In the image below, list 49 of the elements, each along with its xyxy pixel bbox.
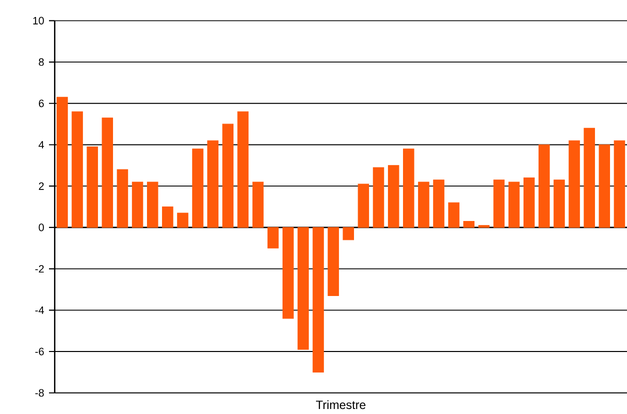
bar — [358, 184, 370, 228]
bar — [192, 148, 204, 228]
bar — [598, 144, 610, 228]
bar — [162, 206, 174, 228]
bar — [554, 180, 565, 228]
x-axis-title: Trimestre — [316, 400, 366, 409]
bar — [433, 180, 444, 228]
bar — [463, 220, 474, 228]
y-tick-label: 0 — [38, 224, 44, 232]
y-tick-label: 6 — [38, 100, 44, 108]
bar — [524, 177, 535, 228]
bar — [132, 182, 144, 228]
bar — [237, 111, 249, 228]
bar — [267, 227, 279, 248]
bar — [478, 225, 490, 228]
bar — [86, 146, 98, 228]
bar — [584, 128, 595, 228]
bar — [56, 96, 68, 228]
bar — [298, 227, 309, 350]
bar — [388, 165, 400, 228]
bar — [493, 180, 505, 228]
y-tick-label: 8 — [38, 58, 44, 66]
bar — [568, 140, 580, 228]
bar — [538, 144, 550, 228]
y-tick-label: -8 — [35, 388, 44, 397]
y-tick-label: 4 — [38, 140, 44, 148]
bar — [418, 182, 430, 228]
bar — [222, 124, 234, 228]
bar — [177, 212, 188, 228]
bar — [282, 227, 294, 319]
bar — [403, 148, 414, 228]
y-tick-label: -4 — [35, 306, 44, 314]
bar — [342, 227, 354, 240]
y-tick-label: 10 — [33, 16, 44, 24]
bar — [614, 140, 626, 228]
bar — [207, 140, 218, 228]
bar — [312, 227, 324, 372]
bar — [72, 111, 83, 228]
bar — [146, 182, 158, 228]
bar — [372, 167, 384, 228]
bar — [252, 182, 264, 228]
y-tick-label: -2 — [35, 264, 44, 272]
bar — [116, 169, 128, 228]
bar — [102, 117, 114, 228]
y-tick-label: 2 — [38, 182, 44, 190]
bar — [448, 202, 460, 228]
bar — [328, 227, 339, 296]
y-tick-label: -6 — [35, 348, 44, 356]
bar — [508, 182, 520, 228]
